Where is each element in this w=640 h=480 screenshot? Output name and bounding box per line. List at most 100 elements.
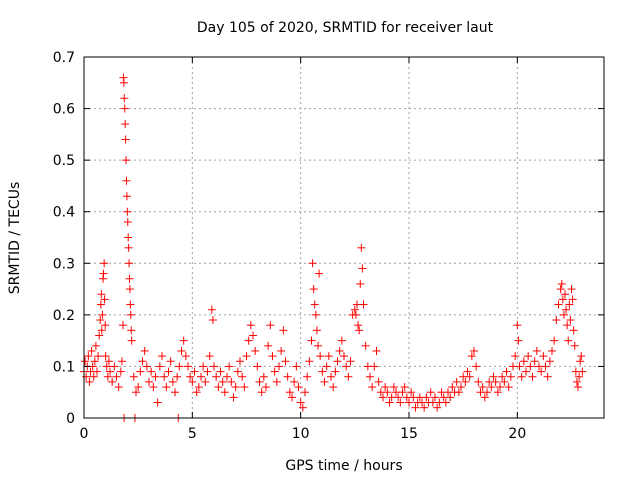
data-point [171,388,179,397]
data-point [337,336,346,345]
data-point [125,259,134,268]
data-point [355,326,364,335]
data-point [567,285,576,294]
chart-title: Day 105 of 2020, SRMTID for receiver lau… [197,20,494,36]
data-point [566,316,575,325]
data-point [366,372,374,381]
data-point [383,388,392,397]
data-point [379,393,387,402]
data-point [514,336,523,345]
data-point [537,367,546,376]
data-point [576,357,585,366]
data-point [125,285,134,294]
data-point [441,398,450,407]
data-point [322,362,331,371]
data-point [307,336,316,345]
data-point [223,372,231,381]
data-point [506,372,515,381]
data-point [504,383,513,392]
x-tick-label: 5 [188,426,197,442]
data-point [138,357,147,366]
data-points [80,73,587,422]
data-point [500,377,509,386]
data-point [220,388,229,397]
data-point [175,362,184,371]
data-point [557,279,566,288]
data-point [420,403,429,412]
data-point [103,372,112,381]
data-point [480,393,489,402]
data-point [370,362,379,371]
data-point [394,393,403,402]
data-point [470,346,478,355]
data-point [140,346,149,355]
data-point [298,403,307,412]
data-point [281,357,290,366]
data-point [385,398,394,407]
data-point [96,300,105,309]
data-point [244,336,253,345]
data-point [329,383,338,392]
data-point [164,367,173,376]
data-point [212,372,221,381]
data-point [357,243,366,252]
data-point [350,305,359,314]
data-point [400,383,409,392]
data-point [575,372,584,381]
data-point [173,372,182,381]
data-point [312,326,321,335]
data-point [119,78,128,87]
data-point [184,362,192,371]
data-point [564,336,573,345]
plot-frame [83,56,605,419]
data-point [87,346,96,355]
data-point [359,300,368,309]
data-point [110,362,119,371]
data-point [331,367,340,376]
data-point [122,192,131,201]
data-point [231,383,240,392]
y-tick-labels: 0 0.1 0.2 0.3 0.4 0.5 0.6 0.7 [53,50,75,427]
data-point [108,377,117,386]
data-point [236,357,244,366]
data-point [102,362,111,371]
y-tick-label: 0.2 [53,308,75,324]
data-point [354,321,363,330]
data-point [396,398,405,407]
data-point [203,367,212,376]
data-point [100,295,109,304]
data-point [126,310,135,319]
data-point [192,388,201,397]
data-point [270,367,279,376]
data-point [422,393,431,402]
data-point [541,362,550,371]
data-point [257,388,266,397]
data-point [190,367,199,376]
data-point [227,377,236,386]
y-tick-label: 0.4 [53,205,75,221]
data-point [246,321,255,330]
data-point [478,383,487,392]
data-point [119,321,127,330]
data-point [426,388,435,397]
data-point [197,372,205,381]
data-point [491,377,500,386]
data-point [487,383,496,392]
data-point [463,367,472,376]
data-point [433,403,442,412]
data-point [201,377,210,386]
data-point [181,352,190,361]
data-point [153,398,162,407]
data-point [233,367,242,376]
data-point [266,321,275,330]
data-point [85,377,94,386]
data-point [186,372,195,381]
data-point [283,372,292,381]
data-point [117,357,126,366]
data-point [358,264,367,273]
data-point [177,346,186,355]
data-point [532,346,541,355]
data-point [147,367,156,376]
data-point [120,94,129,103]
